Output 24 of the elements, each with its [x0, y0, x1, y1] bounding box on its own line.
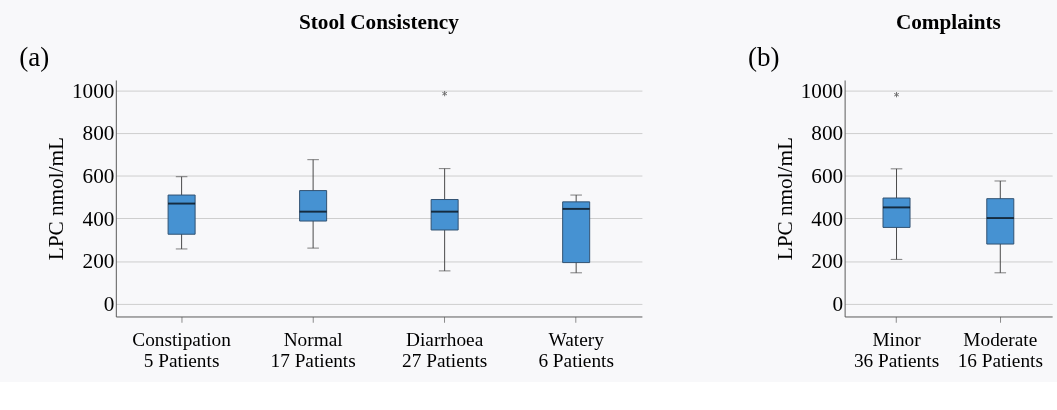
text: (b) [748, 42, 780, 73]
text: (a) [19, 42, 50, 73]
y-axis-title: LPC nmol/mL [44, 137, 69, 261]
x-tick-label: Watery 6 Patients [538, 328, 614, 372]
y-tick-label: 200 [82, 249, 115, 274]
y-tick-label: 1000 [800, 78, 844, 103]
y-tick-label: 800 [811, 121, 844, 146]
y-tick-label: 800 [82, 121, 115, 146]
x-tick-label: Diarrhoea 27 Patients [402, 328, 488, 372]
y-tick-label: 600 [811, 164, 844, 189]
y-tick-label: 400 [811, 206, 844, 231]
y-tick-label: 0 [103, 291, 115, 316]
y-tick-label: 200 [811, 249, 844, 274]
chart-title: Complaints [895, 9, 1001, 34]
y-tick-label: 600 [82, 164, 115, 189]
y-tick-label: 400 [82, 206, 115, 231]
x-tick-label: Normal 17 Patients [270, 328, 356, 372]
y-tick-label: 0 [832, 291, 844, 316]
x-tick-label: Constipation 5 Patients [132, 328, 232, 372]
x-tick-label: Moderate 16 Patients [957, 328, 1043, 372]
chart-title: Stool Consistency [299, 9, 460, 34]
y-axis-title: LPC nmol/mL [773, 137, 798, 261]
x-tick-label: Minor 36 Patients [853, 328, 940, 372]
y-tick-label: 1000 [71, 78, 115, 103]
